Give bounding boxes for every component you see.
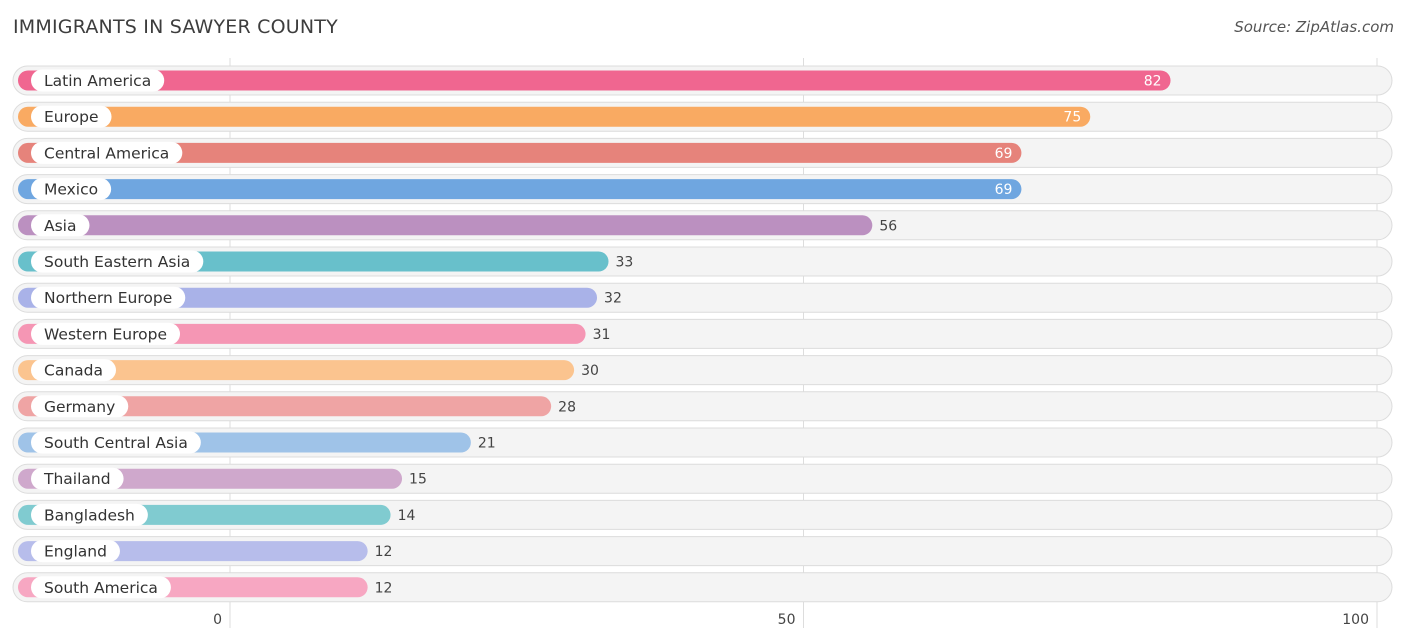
category-label: Bangladesh — [44, 506, 135, 524]
bar — [18, 142, 1022, 163]
value-label: 69 — [995, 146, 1013, 162]
bar — [18, 396, 552, 417]
value-label: 31 — [593, 327, 611, 343]
value-label: 21 — [478, 436, 496, 452]
bar — [18, 70, 1171, 91]
value-label: 14 — [398, 508, 416, 524]
x-tick-label: 50 — [778, 612, 796, 628]
x-tick-label: 100 — [1342, 612, 1369, 628]
category-label: England — [44, 543, 107, 561]
value-label: 12 — [375, 544, 393, 560]
value-label: 69 — [995, 182, 1013, 198]
category-pill — [31, 214, 90, 237]
value-label: 33 — [616, 255, 634, 271]
category-pill — [31, 322, 181, 345]
category-pill — [31, 576, 171, 599]
category-pill — [31, 178, 112, 201]
x-tick-label: 0 — [213, 612, 222, 628]
category-pill — [31, 467, 124, 490]
value-label: 56 — [879, 218, 897, 234]
chart-title: IMMIGRANTS IN SAWYER COUNTY — [13, 16, 338, 38]
value-label: 30 — [581, 363, 599, 379]
bar — [18, 179, 1022, 200]
category-label: Central America — [44, 144, 169, 162]
category-label: Canada — [44, 362, 103, 380]
bar — [18, 360, 575, 381]
category-label: South Central Asia — [44, 434, 188, 452]
source-label: Source: ZipAtlas.com — [1234, 18, 1394, 36]
bar — [18, 106, 1091, 127]
value-label: 75 — [1063, 110, 1081, 126]
category-pill — [31, 69, 165, 92]
category-label: South America — [44, 579, 158, 597]
category-label: Asia — [44, 217, 76, 235]
category-pill — [31, 359, 116, 382]
category-label: Germany — [44, 398, 115, 416]
value-label: 28 — [558, 399, 576, 415]
value-label: 12 — [375, 580, 393, 596]
category-pill — [31, 431, 201, 454]
category-pill — [31, 141, 183, 164]
value-label: 15 — [409, 472, 427, 488]
category-label: Europe — [44, 108, 99, 126]
value-label: 82 — [1144, 74, 1162, 90]
bar — [18, 215, 873, 236]
category-pill — [31, 286, 186, 309]
category-pill — [31, 250, 204, 273]
category-pill — [31, 540, 120, 563]
category-pill — [31, 503, 148, 526]
category-label: South Eastern Asia — [44, 253, 190, 271]
category-label: Northern Europe — [44, 289, 172, 307]
category-label: Thailand — [43, 470, 111, 488]
category-pill — [31, 395, 129, 418]
category-label: Western Europe — [44, 325, 167, 343]
category-label: Latin America — [44, 72, 151, 90]
category-label: Mexico — [44, 181, 98, 199]
value-label: 32 — [604, 291, 622, 307]
category-pill — [31, 105, 112, 128]
